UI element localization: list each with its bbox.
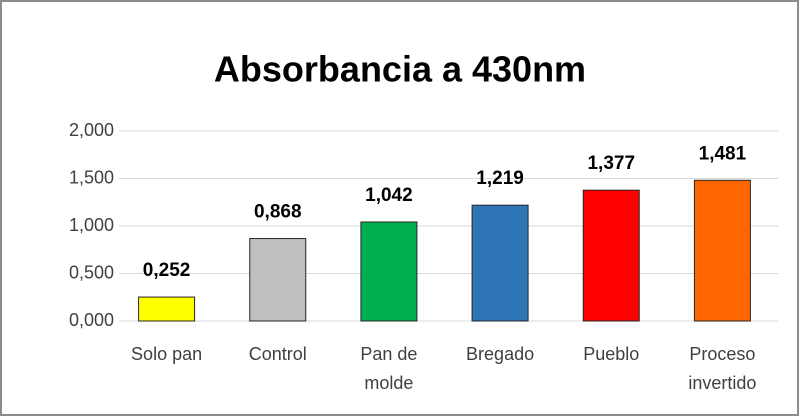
chart-title: Absorbancia a 430nm	[214, 49, 586, 90]
data-label: 1,481	[699, 143, 747, 164]
bar	[249, 238, 307, 322]
x-tick-label: Pan de molde	[360, 344, 417, 393]
bar	[582, 189, 640, 322]
bar	[138, 296, 196, 322]
x-tick-label: Solo pan	[131, 344, 202, 364]
y-tick-label: 2,000	[69, 120, 114, 140]
bar	[471, 204, 529, 322]
bar	[360, 221, 418, 322]
data-label: 1,377	[587, 153, 635, 174]
data-label: 0,868	[254, 202, 302, 223]
data-label: 0,252	[143, 260, 191, 281]
x-tick-label: Control	[249, 344, 307, 364]
y-tick-label: 1,500	[69, 167, 114, 187]
y-tick-label: 0,000	[69, 310, 114, 330]
data-label: 1,042	[365, 185, 413, 206]
y-tick-label: 1,000	[69, 215, 114, 235]
x-tick-label: Proceso invertido	[688, 344, 756, 393]
data-label: 1,219	[476, 168, 524, 189]
y-tick-label: 0,500	[69, 262, 114, 282]
x-tick-label: Bregado	[466, 344, 534, 364]
x-tick-label: Pueblo	[583, 344, 639, 364]
bar	[693, 179, 751, 322]
